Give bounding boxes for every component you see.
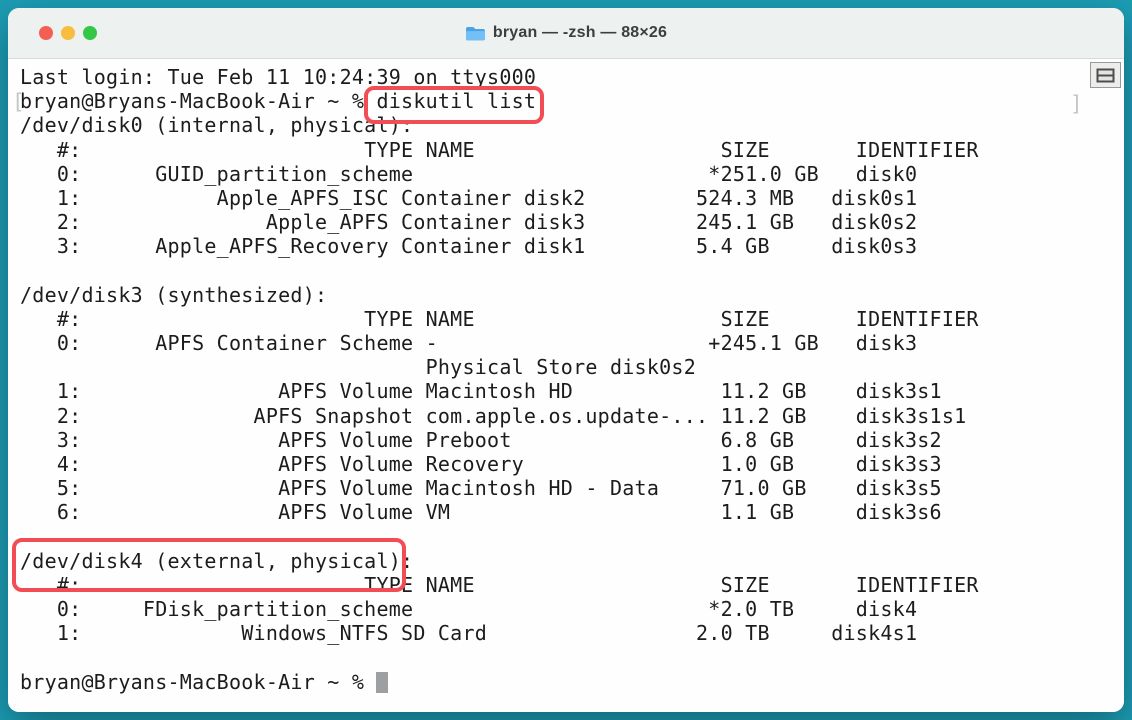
window-titlebar[interactable]: bryan — -zsh — 88×26: [8, 8, 1124, 59]
terminal-line: /dev/disk4 (external, physical):: [20, 548, 414, 573]
terminal-line: #: TYPE NAME SIZE IDENTIFIER: [20, 137, 979, 162]
terminal-line: #: TYPE NAME SIZE IDENTIFIER: [20, 572, 979, 597]
terminal-line: 3: APFS Volume Preboot 6.8 GB disk3s2: [20, 427, 942, 452]
terminal-line: /dev/disk0 (internal, physical):: [20, 113, 414, 138]
terminal-line: 0: GUID_partition_scheme *251.0 GB disk0: [20, 161, 918, 186]
prompt-line: bryan@Bryans-MacBook-Air ~ %: [20, 670, 1124, 694]
terminal-line: Physical Store disk0s2: [20, 355, 697, 380]
terminal-line: #: TYPE NAME SIZE IDENTIFIER: [20, 306, 979, 331]
terminal-line: 4: APFS Volume Recovery 1.0 GB disk3s3: [20, 452, 942, 476]
terminal-cursor: [376, 671, 389, 693]
terminal-line: [20, 259, 1124, 283]
terminal-output: Last login: Tue Feb 11 10:24:39 on ttys0…: [20, 65, 1124, 694]
split-pane-icon: [1096, 68, 1115, 82]
terminal-line: bryan@Bryans-MacBook-Air ~ % diskutil li…: [20, 89, 537, 114]
command-mark-close-bracket: ]: [1070, 92, 1083, 116]
terminal-line: 1: Windows_NTFS SD Card 2.0 TB disk4s1: [20, 621, 918, 646]
terminal-content[interactable]: Last login: Tue Feb 11 10:24:39 on ttys0…: [8, 60, 1124, 712]
terminal-line: [20, 525, 1124, 549]
terminal-window: bryan — -zsh — 88×26 Last login: Tue Feb…: [8, 8, 1124, 712]
window-title: bryan — -zsh — 88×26: [465, 24, 667, 42]
terminal-line: 0: FDisk_partition_scheme *2.0 TB disk4: [20, 597, 918, 622]
close-button[interactable]: [39, 26, 53, 40]
terminal-line: [20, 646, 1124, 670]
terminal-line: 2: Apple_APFS Container disk3 245.1 GB d…: [20, 210, 918, 235]
terminal-line: Last login: Tue Feb 11 10:24:39 on ttys0…: [20, 65, 537, 89]
prompt-text: bryan@Bryans-MacBook-Air ~ %: [20, 669, 377, 694]
terminal-line: 2: APFS Snapshot com.apple.os.update-...…: [20, 403, 967, 428]
terminal-line: 1: Apple_APFS_ISC Container disk2 524.3 …: [20, 185, 918, 210]
terminal-line: 6: APFS Volume VM 1.1 GB disk3s6: [20, 500, 942, 525]
terminal-line: 1: APFS Volume Macintosh HD 11.2 GB disk…: [20, 379, 942, 404]
zoom-button[interactable]: [83, 26, 97, 40]
terminal-line: 5: APFS Volume Macintosh HD - Data 71.0 …: [20, 476, 942, 501]
traffic-lights: [39, 26, 97, 40]
minimize-button[interactable]: [61, 26, 75, 40]
split-pane-button[interactable]: [1090, 62, 1121, 88]
terminal-line: 3: Apple_APFS_Recovery Container disk1 5…: [20, 234, 918, 259]
terminal-line: 0: APFS Container Scheme - +245.1 GB dis…: [20, 331, 918, 356]
command-mark-open-bracket: [: [12, 90, 25, 114]
folder-icon: [465, 25, 486, 42]
window-title-text: bryan — -zsh — 88×26: [492, 24, 668, 41]
terminal-line: /dev/disk3 (synthesized):: [20, 282, 328, 307]
